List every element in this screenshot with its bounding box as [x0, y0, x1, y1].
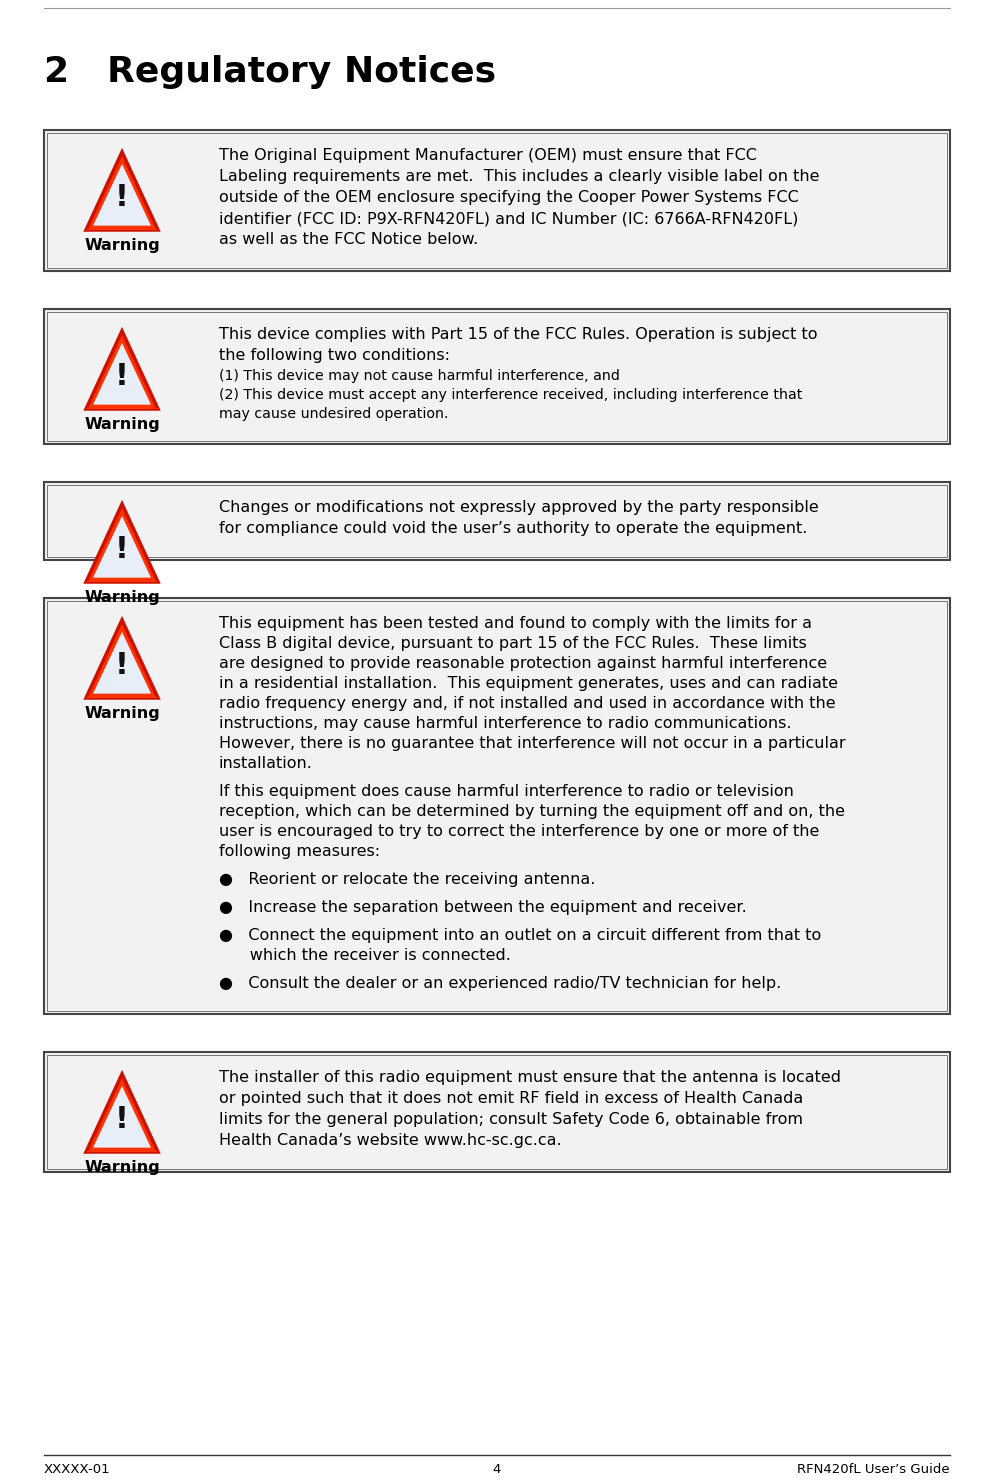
Text: This equipment has been tested and found to comply with the limits for a: This equipment has been tested and found…: [219, 615, 812, 630]
Bar: [47, 1054, 947, 1169]
Bar: [47, 485, 947, 558]
Polygon shape: [86, 331, 158, 409]
Bar: [44, 482, 950, 561]
Text: are designed to provide reasonable protection against harmful interference: are designed to provide reasonable prote…: [219, 655, 827, 670]
Text: Warning: Warning: [84, 237, 160, 254]
Text: instructions, may cause harmful interference to radio communications.: instructions, may cause harmful interfer…: [219, 716, 792, 731]
Text: This device complies with Part 15 of the FCC Rules. Operation is subject to: This device complies with Part 15 of the…: [219, 326, 817, 343]
Text: may cause undesired operation.: may cause undesired operation.: [219, 406, 449, 421]
Polygon shape: [86, 405, 158, 409]
Bar: [44, 131, 950, 271]
Text: Warning: Warning: [84, 706, 160, 721]
Polygon shape: [93, 1086, 151, 1148]
Text: RFN420fL User’s Guide: RFN420fL User’s Guide: [798, 1464, 950, 1476]
Text: 4: 4: [493, 1464, 501, 1476]
Text: The Original Equipment Manufacturer (OEM) must ensure that FCC: The Original Equipment Manufacturer (OEM…: [219, 148, 757, 163]
Text: !: !: [115, 184, 129, 212]
Polygon shape: [86, 1074, 158, 1152]
Text: Class B digital device, pursuant to part 15 of the FCC Rules.  These limits: Class B digital device, pursuant to part…: [219, 636, 807, 651]
Text: Warning: Warning: [84, 1160, 160, 1175]
Text: Health Canada’s website www.hc-sc.gc.ca.: Health Canada’s website www.hc-sc.gc.ca.: [219, 1133, 562, 1148]
Text: limits for the general population; consult Safety Code 6, obtainable from: limits for the general population; consu…: [219, 1112, 803, 1127]
Text: the following two conditions:: the following two conditions:: [219, 349, 450, 363]
Text: outside of the OEM enclosure specifying the Cooper Power Systems FCC: outside of the OEM enclosure specifying …: [219, 190, 799, 205]
Text: ●   Reorient or relocate the receiving antenna.: ● Reorient or relocate the receiving ant…: [219, 872, 596, 887]
Bar: [47, 601, 947, 1011]
Polygon shape: [86, 504, 158, 581]
Text: Warning: Warning: [84, 417, 160, 432]
Text: !: !: [115, 535, 129, 565]
Text: radio frequency energy and, if not installed and used in accordance with the: radio frequency energy and, if not insta…: [219, 696, 835, 710]
Text: identifier (FCC ID: P9X-RFN420FL) and IC Number (IC: 6766A-RFN420FL): identifier (FCC ID: P9X-RFN420FL) and IC…: [219, 211, 799, 225]
Text: !: !: [115, 1105, 129, 1134]
Polygon shape: [86, 578, 158, 581]
Text: ●   Connect the equipment into an outlet on a circuit different from that to: ● Connect the equipment into an outlet o…: [219, 928, 821, 943]
Polygon shape: [86, 620, 158, 698]
Text: !: !: [115, 362, 129, 392]
Text: (2) This device must accept any interference received, including interference th: (2) This device must accept any interfer…: [219, 389, 803, 402]
Text: ●   Consult the dealer or an experienced radio/TV technician for help.: ● Consult the dealer or an experienced r…: [219, 976, 781, 991]
Text: following measures:: following measures:: [219, 844, 381, 859]
Text: The installer of this radio equipment must ensure that the antenna is located: The installer of this radio equipment mu…: [219, 1071, 841, 1086]
Text: or pointed such that it does not emit RF field in excess of Health Canada: or pointed such that it does not emit RF…: [219, 1091, 804, 1106]
Text: reception, which can be determined by turning the equipment off and on, the: reception, which can be determined by tu…: [219, 804, 845, 819]
Text: If this equipment does cause harmful interference to radio or television: If this equipment does cause harmful int…: [219, 785, 794, 799]
Polygon shape: [86, 1148, 158, 1152]
Text: user is encouraged to try to correct the interference by one or more of the: user is encouraged to try to correct the…: [219, 825, 819, 839]
Polygon shape: [86, 151, 158, 230]
Text: which the receiver is connected.: which the receiver is connected.: [219, 948, 511, 962]
Bar: [44, 1051, 950, 1172]
Text: However, there is no guarantee that interference will not occur in a particular: However, there is no guarantee that inte…: [219, 736, 846, 750]
Text: XXXXX-01: XXXXX-01: [44, 1464, 110, 1476]
Polygon shape: [93, 632, 151, 694]
Bar: [44, 598, 950, 1014]
Polygon shape: [93, 165, 151, 225]
Bar: [47, 311, 947, 440]
Polygon shape: [93, 343, 151, 405]
Text: !: !: [115, 651, 129, 681]
Text: as well as the FCC Notice below.: as well as the FCC Notice below.: [219, 231, 478, 248]
Text: (1) This device may not cause harmful interference, and: (1) This device may not cause harmful in…: [219, 369, 620, 383]
Polygon shape: [86, 694, 158, 698]
Text: Labeling requirements are met.  This includes a clearly visible label on the: Labeling requirements are met. This incl…: [219, 169, 819, 184]
Text: in a residential installation.  This equipment generates, uses and can radiate: in a residential installation. This equi…: [219, 676, 838, 691]
Text: Changes or modifications not expressly approved by the party responsible: Changes or modifications not expressly a…: [219, 500, 818, 515]
Text: for compliance could void the user’s authority to operate the equipment.: for compliance could void the user’s aut…: [219, 521, 808, 535]
Polygon shape: [86, 225, 158, 230]
Text: ●   Increase the separation between the equipment and receiver.: ● Increase the separation between the eq…: [219, 900, 746, 915]
Polygon shape: [93, 516, 151, 578]
Bar: [47, 133, 947, 268]
Text: Warning: Warning: [84, 590, 160, 605]
Bar: [44, 308, 950, 443]
Text: 2   Regulatory Notices: 2 Regulatory Notices: [44, 55, 496, 89]
Text: installation.: installation.: [219, 756, 313, 771]
